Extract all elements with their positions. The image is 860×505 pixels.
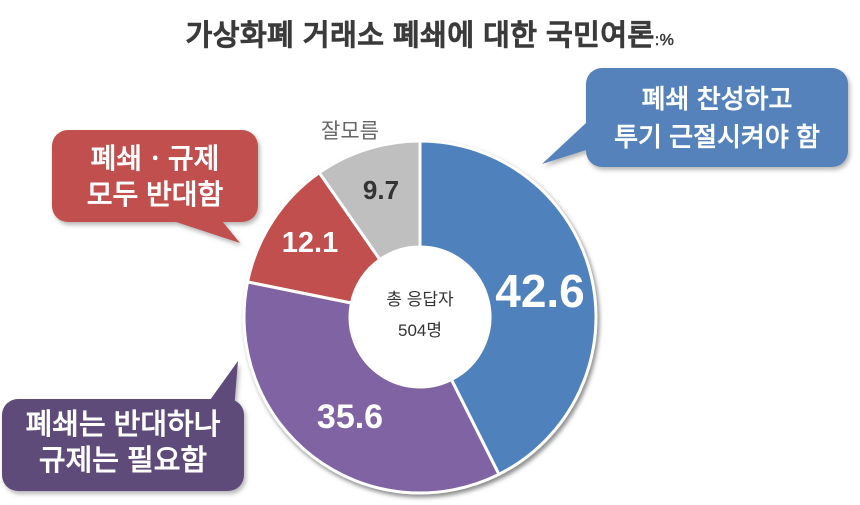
svg-text:폐쇄는 반대하나: 폐쇄는 반대하나 bbox=[26, 408, 221, 441]
svg-text:규제는 필요함: 규제는 필요함 bbox=[39, 444, 207, 477]
